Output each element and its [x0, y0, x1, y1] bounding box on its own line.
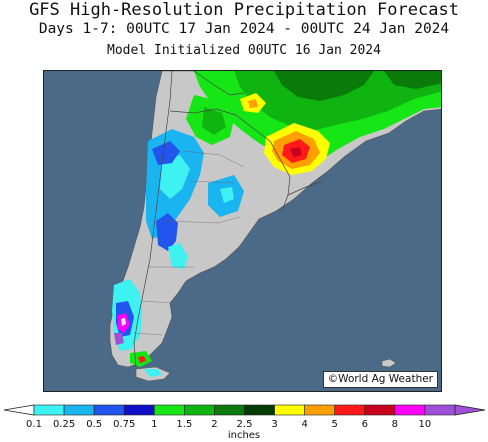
precip-forest-east — [384, 71, 441, 89]
legend-tick-label: 2.5 — [237, 419, 253, 430]
border-argentina-brazil — [279, 158, 291, 212]
precip-cyan-central-argentina — [220, 187, 234, 203]
province-lines — [133, 150, 245, 336]
precip-darkgreen-northwest — [202, 107, 226, 135]
legend-tick-label: 0.1 — [26, 419, 42, 430]
precip-red-southtip — [138, 356, 146, 363]
legend-tick-label: 10 — [419, 419, 432, 430]
map-canvas — [44, 71, 441, 391]
border-bolivia-brazil — [193, 71, 245, 96]
border-chile-argentina — [133, 71, 173, 368]
legend-swatch — [63, 404, 95, 416]
legend-bar: 0.1 0.25 0.5 0.75 1 1.5 2 2.5 3 4 5 6 8 10 — [3, 404, 486, 430]
legend-swatch — [93, 404, 125, 416]
legend-swatch — [123, 404, 155, 416]
precip-cyan-central — [168, 243, 188, 269]
precip-cyan-andes-north — [160, 155, 190, 199]
precip-deepblue-andes-north — [152, 141, 180, 165]
precip-crimson-south-brazil — [290, 147, 302, 157]
legend-tick-label: 3 — [271, 419, 277, 430]
legend-tick-label: 0.25 — [53, 419, 75, 430]
credit-label: ©World Ag Weather — [322, 371, 438, 388]
border-argentina-paraguay — [235, 114, 281, 160]
precipitation-map: ©World Ag Weather — [43, 70, 442, 392]
border-argentina-bolivia — [169, 108, 237, 116]
precip-blue-central-andes — [156, 213, 178, 251]
legend-swatch — [184, 404, 215, 416]
legend-swatch — [33, 404, 65, 416]
legend-swatch — [364, 404, 396, 416]
legend-arrow-low — [3, 404, 35, 416]
forecast-period: Days 1-7: 00UTC 17 Jan 2024 - 00UTC 24 J… — [38, 21, 450, 37]
precip-forest-north — [274, 71, 374, 101]
legend-tick-label: 4 — [301, 419, 307, 430]
legend-tick-label: 5 — [332, 419, 338, 430]
precip-orange-paraguay — [248, 99, 258, 108]
map-title: GFS High-Resolution Precipitation Foreca… — [29, 0, 459, 20]
legend-swatch — [334, 404, 366, 416]
legend-tick-label: 1.5 — [176, 419, 192, 430]
color-legend: 0.1 0.25 0.5 0.75 1 1.5 2 2.5 3 4 5 6 8 10 — [0, 398, 488, 442]
legend-swatch — [304, 404, 336, 416]
legend-units: inches — [227, 430, 261, 441]
legend-tick-label: 2 — [211, 419, 217, 430]
falkland-islands — [381, 358, 397, 368]
legend-tick-label: 0.5 — [86, 419, 102, 430]
legend-swatch — [274, 404, 305, 416]
legend-swatch — [214, 404, 245, 416]
precip-white-peak-patagonia — [121, 318, 126, 326]
legend-swatch — [394, 404, 426, 416]
border-brazil-uruguay — [287, 180, 323, 196]
legend-tick-label: 6 — [362, 419, 368, 430]
legend-tick-label: 1 — [151, 419, 157, 430]
legend-tick-label: 8 — [392, 419, 398, 430]
model-initialized: Model Initialized 00UTC 16 Jan 2024 — [107, 43, 381, 58]
legend-swatch — [424, 404, 456, 416]
precip-cyan-fuego — [144, 369, 162, 377]
rio-de-la-plata — [274, 205, 294, 221]
legend-arrow-high — [454, 404, 486, 416]
precip-purple-patagonia — [114, 333, 124, 345]
legend-swatch — [244, 404, 275, 416]
legend-tick-label: 0.75 — [113, 419, 135, 430]
legend-swatch — [153, 404, 185, 416]
